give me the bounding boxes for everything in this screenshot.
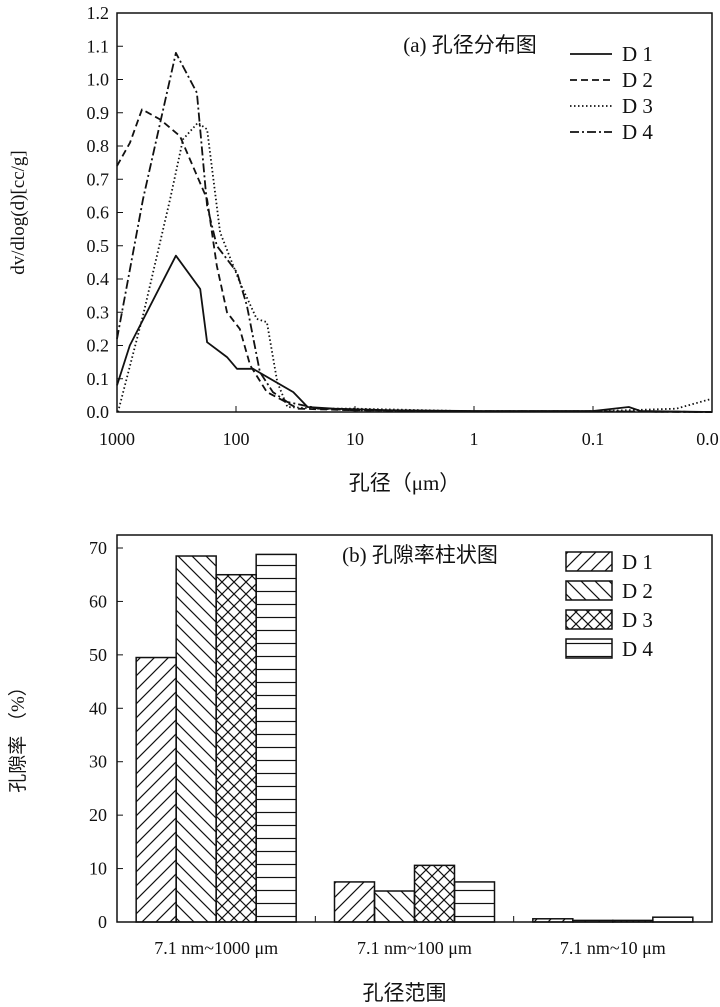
legend-label: D 2 [622,579,653,603]
y-tick-label: 0 [98,912,107,932]
series-line-d3 [117,121,713,413]
legend-label: D 4 [622,120,653,144]
y-tick-label: 0.1 [87,369,110,389]
x-tick-label: 1 [470,429,479,449]
series-line-d4 [116,52,713,413]
bar-d3 [612,919,654,923]
y-tick-label: 0.7 [87,169,110,189]
bar-d1 [532,918,574,923]
y-axis-label: 孔隙率 （%） [7,677,29,793]
legend-label: D 4 [622,637,653,661]
y-tick-label: 10 [89,859,107,879]
bar-d3 [215,573,257,923]
pore-size-distribution-chart: 0.0 0.1 0.2 0.3 0.4 0.5 0.6 0.7 0.8 0.9 1.0 1.1 1.2 1… [8,3,720,495]
bar-d1 [333,881,376,923]
legend-swatch [565,638,613,659]
series-line-d1 [116,254,713,413]
y-tick-label: 20 [89,805,107,825]
x-tick-label: 0.1 [582,429,605,449]
chart-title: (a) 孔径分布图 [403,33,537,57]
bar-d4 [453,881,496,923]
y-tick-label: 1.2 [87,3,110,23]
porosity-bar-chart: 0 10 20 30 40 50 60 70 7.1 nm~1000 μm 7.1 nm~100 … [7,534,713,1005]
legend-label: D 3 [622,94,653,118]
x-tick-label: 0.01 [696,429,720,449]
chart-title: (b) 孔隙率柱状图 [342,543,498,567]
bar-d2 [572,919,614,923]
bar-d3 [413,864,456,923]
y-tick-label: 0.2 [87,336,110,356]
series-line-d2 [116,108,713,413]
x-tick-label: 7.1 nm~1000 μm [154,938,278,958]
y-tick-label: 0.3 [87,302,110,322]
x-tick-label: 10 [346,429,364,449]
bar-d1 [135,656,177,923]
x-tick-label: 1000 [99,429,135,449]
x-axis-label: 孔径（μm） [349,471,461,495]
y-tick-label: 50 [89,645,107,665]
y-tick-label: 1.1 [87,36,110,56]
y-tick-label: 60 [89,591,107,611]
bar-d2 [175,555,217,923]
y-tick-label: 70 [89,538,107,558]
x-tick-label: 7.1 nm~100 μm [357,938,472,958]
legend-swatch [565,609,613,630]
y-tick-label: 0.6 [87,203,110,223]
bar-d4 [255,553,297,923]
y-tick-label: 40 [89,698,107,718]
y-tick-label: 1.0 [87,70,110,90]
x-tick-label: 7.1 nm~10 μm [560,938,666,958]
legend-label: D 2 [622,68,653,92]
x-tick-label: 100 [223,429,250,449]
bar-d2 [373,890,416,923]
bar-d4 [652,916,694,923]
legend-swatch [565,580,613,601]
y-tick-label: 0.5 [87,236,110,256]
legend-label: D 1 [622,42,653,66]
x-axis-label: 孔径范围 [363,981,447,1005]
y-axis-label: dv/dlog(d)[cc/g] [8,150,29,275]
legend-label: D 3 [622,608,653,632]
y-tick-label: 30 [89,752,107,772]
y-tick-label: 0.8 [87,136,110,156]
y-tick-label: 0.4 [87,269,110,289]
y-tick-label: 0.9 [87,103,110,123]
y-tick-label: 0.0 [87,402,110,422]
legend-label: D 1 [622,550,653,574]
legend-swatch [565,551,613,572]
